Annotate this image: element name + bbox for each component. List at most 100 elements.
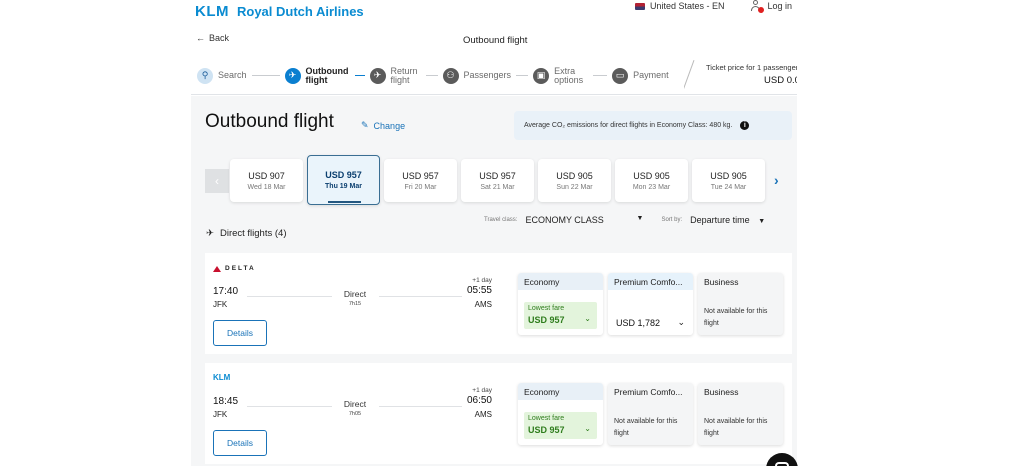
step-passengers: ⚇ Passengers: [442, 67, 511, 84]
date-option-selected[interactable]: USD 957 Thu 19 Mar: [307, 155, 380, 205]
fare-name: Economy: [518, 273, 603, 290]
date-option[interactable]: USD 957 Fri 20 Mar: [384, 159, 457, 202]
arrival-airport: AMS: [474, 300, 492, 309]
fare-economy[interactable]: Economy Lowest fare USD 957 ⌄: [518, 273, 603, 335]
ticket-price-label: Ticket price for 1 passenger: [706, 63, 797, 72]
date-label: Wed 18 Mar: [247, 183, 286, 191]
step-connector: [251, 75, 280, 76]
route-line: [379, 406, 462, 407]
date-label: Tue 24 Mar: [710, 183, 747, 191]
date-price: USD 907: [248, 170, 285, 181]
date-label: Sat 21 Mar: [480, 183, 515, 191]
info-icon[interactable]: i: [740, 121, 750, 130]
back-label: Back: [209, 33, 230, 43]
fare-unavailable: Not available for this flight: [704, 308, 768, 327]
date-price: USD 957: [479, 170, 516, 181]
fare-economy[interactable]: Economy Lowest fare USD 957 ⌄: [518, 383, 603, 445]
date-option[interactable]: USD 907 Wed 18 Mar: [230, 159, 303, 202]
fare-name: Economy: [518, 383, 603, 400]
date-label: Mon 23 Mar: [632, 183, 671, 191]
step-search[interactable]: ⚲ Search: [197, 67, 247, 84]
fare-options: Economy Lowest fare USD 957 ⌄ Premium Co…: [518, 273, 783, 335]
ticket-price-value: USD 0.00: [764, 75, 797, 86]
chat-button[interactable]: [766, 453, 798, 466]
date-option[interactable]: USD 957 Sat 21 Mar: [461, 159, 534, 202]
fare-unavailable: Not available for this flight: [704, 418, 768, 437]
change-search-button[interactable]: ✎ Change: [361, 120, 405, 131]
divider: [684, 59, 695, 95]
date-price: USD 957: [402, 170, 439, 181]
date-label: Fri 20 Mar: [404, 183, 437, 191]
step-label: Return flight: [390, 65, 418, 85]
stops: Direct: [343, 289, 367, 299]
logo-name: Royal Dutch Airlines: [237, 4, 364, 19]
arrival-time: 05:55: [466, 285, 492, 296]
fare-price: USD 957: [528, 425, 565, 435]
date-option[interactable]: USD 905 Tue 24 Mar: [692, 159, 765, 202]
search-icon: ⚲: [197, 67, 213, 84]
details-button[interactable]: Details: [213, 320, 267, 346]
step-label: Outbound flight: [305, 65, 349, 85]
co2-text: Average CO₂ emissions for direct flights…: [524, 122, 733, 129]
date-price: USD 905: [710, 170, 747, 181]
fare-business: Business Not available for this flight: [698, 273, 783, 335]
sort-select[interactable]: Departure time ▼: [690, 215, 765, 225]
travel-class-value: ECONOMY CLASS: [525, 215, 604, 225]
main-content: Outbound flight ✎ Change Average CO₂ emi…: [191, 96, 797, 466]
luggage-icon: ▣: [533, 67, 550, 84]
booking-stepper: ⚲ Search ✈ Outbound flight ✈ Return flig…: [191, 57, 797, 95]
chevron-down-icon: ⌄: [677, 317, 685, 327]
route-line: [379, 296, 462, 297]
back-button[interactable]: ← Back: [196, 33, 229, 43]
ticket-price: Ticket price for 1 passenger USD 0.00: [684, 57, 797, 95]
locale-selector[interactable]: United States - EN: [634, 0, 724, 12]
fare-business: Business Not available for this flight: [698, 383, 783, 445]
chevron-right-icon: ›: [774, 172, 779, 188]
duration: 7h15: [348, 301, 362, 307]
user-icon: [750, 0, 765, 13]
direct-flights-heading: ✈ Direct flights (4): [206, 228, 286, 239]
arrival-airport: AMS: [474, 410, 492, 419]
fare-name: Premium Comfo...: [608, 273, 693, 290]
filters: Travel class: ECONOMY CLASS ▼ Sort by: D…: [484, 215, 765, 225]
arrow-left-icon: ←: [196, 33, 205, 43]
sort-value: Departure time: [690, 215, 750, 225]
chevron-left-icon: ‹: [215, 174, 219, 188]
chevron-down-icon: ⌄: [584, 424, 591, 433]
date-prev-button[interactable]: ‹: [205, 169, 229, 193]
departure-airport: JFK: [213, 410, 228, 419]
date-price: USD 905: [556, 170, 593, 181]
step-connector: [593, 75, 608, 76]
airline-name: DELTA: [225, 265, 256, 272]
page-title: Outbound flight: [205, 111, 334, 132]
date-label: Thu 19 Mar: [325, 183, 362, 190]
selected-indicator: [328, 201, 361, 203]
date-option[interactable]: USD 905 Mon 23 Mar: [615, 159, 688, 202]
stops: Direct: [343, 399, 367, 409]
login-label: Log in: [767, 1, 792, 11]
co2-notice: Average CO₂ emissions for direct flights…: [514, 111, 792, 140]
chevron-down-icon: ⌄: [584, 314, 591, 323]
step-connector: [516, 75, 529, 76]
travel-class-select[interactable]: ECONOMY CLASS ▼: [525, 215, 643, 225]
step-label: Extra options: [554, 65, 584, 85]
date-label: Sun 22 Mar: [556, 183, 593, 191]
lowest-fare-tag: Lowest fare: [528, 305, 565, 312]
fare-price: USD 957: [528, 315, 565, 325]
klm-logo[interactable]: KLM Royal Dutch Airlines: [195, 0, 364, 20]
date-option[interactable]: USD 905 Sun 22 Mar: [538, 159, 611, 202]
fare-price: USD 1,782: [616, 318, 661, 328]
fare-name: Business: [704, 277, 739, 287]
step-label: Payment: [633, 70, 669, 80]
date-next-button[interactable]: ›: [774, 172, 779, 188]
lowest-fare-badge: Lowest fare USD 957 ⌄: [524, 412, 597, 439]
fare-premium[interactable]: Premium Comfo... USD 1,782 ⌄: [608, 273, 693, 335]
date-price: USD 957: [325, 170, 362, 180]
login-button[interactable]: Log in: [750, 0, 792, 13]
details-button[interactable]: Details: [213, 430, 267, 456]
plane-icon: ✈: [206, 228, 214, 239]
page-subtitle: Outbound flight: [463, 35, 528, 46]
arrival-time: 06:50: [466, 395, 492, 406]
chat-icon: [775, 462, 789, 466]
